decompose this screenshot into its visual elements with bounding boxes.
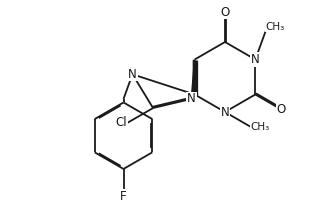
Text: N: N bbox=[128, 68, 137, 81]
Text: F: F bbox=[120, 190, 127, 203]
Text: N: N bbox=[251, 53, 260, 66]
Text: O: O bbox=[276, 103, 286, 116]
Text: N: N bbox=[221, 106, 230, 119]
Text: CH₃: CH₃ bbox=[265, 22, 285, 32]
Text: Cl: Cl bbox=[116, 116, 127, 129]
Text: N: N bbox=[187, 92, 196, 105]
Text: O: O bbox=[220, 6, 230, 19]
Text: CH₃: CH₃ bbox=[251, 122, 270, 132]
